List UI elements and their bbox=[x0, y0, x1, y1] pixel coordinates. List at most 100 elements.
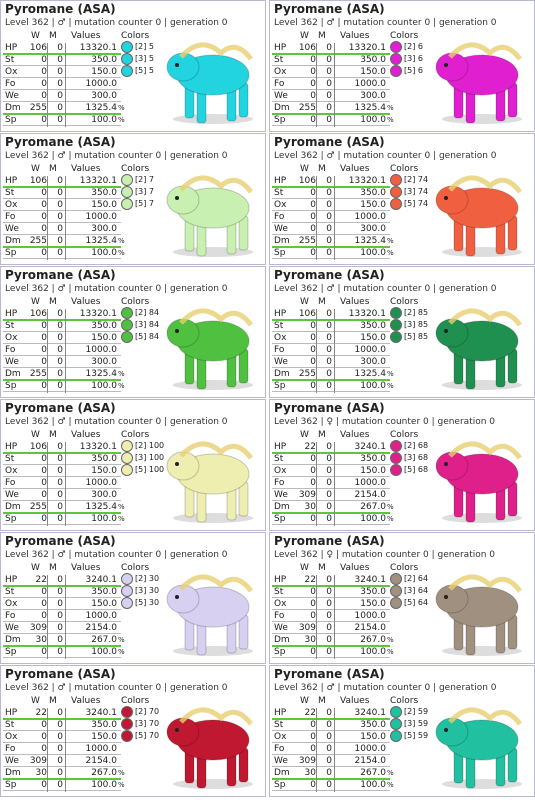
stat-m: 0 bbox=[326, 647, 332, 657]
stat-label: Ox bbox=[274, 466, 287, 476]
creature-part bbox=[175, 595, 179, 599]
stat-value: 100.0 bbox=[91, 780, 117, 790]
card-level: Level 362 | ♂ | mutation counter 0 | gen… bbox=[5, 18, 228, 28]
color-label: [2] 85 bbox=[404, 308, 429, 317]
stat-w: 0 bbox=[41, 67, 47, 77]
creature-part bbox=[448, 42, 522, 61]
creature-card: Pyromane (ASA) Level 362 | ♂ | mutation c… bbox=[0, 665, 266, 797]
color-label: [2] 64 bbox=[404, 574, 429, 583]
row-line bbox=[3, 633, 121, 634]
column-header: M bbox=[49, 297, 57, 307]
color-label: [3] 85 bbox=[404, 320, 429, 329]
row-line bbox=[272, 718, 390, 720]
column-separator bbox=[316, 176, 317, 260]
color-label: [3] 70 bbox=[135, 719, 160, 728]
stat-label: We bbox=[5, 490, 19, 500]
row-line bbox=[272, 633, 390, 634]
stat-value: 350.0 bbox=[91, 188, 117, 198]
column-header: W bbox=[300, 696, 309, 706]
column-header: W bbox=[300, 297, 309, 307]
stat-w: 0 bbox=[310, 188, 316, 198]
stat-label: Fo bbox=[5, 212, 16, 222]
stat-w: 0 bbox=[310, 248, 316, 258]
row-line bbox=[3, 379, 121, 381]
stat-m: 0 bbox=[57, 79, 63, 89]
color-swatch bbox=[390, 319, 402, 331]
stat-m: 0 bbox=[57, 635, 63, 645]
color-label: [2] 7 bbox=[135, 175, 154, 184]
stat-label: St bbox=[274, 720, 284, 730]
stat-m: 0 bbox=[57, 43, 63, 53]
color-label: [5] 30 bbox=[135, 598, 160, 607]
stat-m: 0 bbox=[326, 43, 332, 53]
stat-w: 0 bbox=[310, 79, 316, 89]
column-header: Colors bbox=[121, 164, 150, 174]
stat-value: 300.0 bbox=[360, 91, 386, 101]
stat-label: We bbox=[274, 224, 288, 234]
column-separator bbox=[334, 575, 335, 659]
stat-value: 1000.0 bbox=[354, 345, 387, 355]
stat-unit: % bbox=[387, 237, 394, 245]
stat-w: 30 bbox=[304, 768, 316, 778]
stat-m: 0 bbox=[326, 115, 332, 125]
stat-w: 30 bbox=[35, 635, 47, 645]
color-swatch bbox=[121, 331, 133, 343]
stat-w: 309 bbox=[29, 623, 47, 633]
stat-value: 13320.1 bbox=[348, 43, 386, 53]
stat-m: 0 bbox=[57, 720, 63, 730]
creature-image bbox=[166, 574, 253, 656]
row-line bbox=[272, 258, 390, 259]
stat-value: 100.0 bbox=[91, 647, 117, 657]
stat-value: 1000.0 bbox=[354, 478, 387, 488]
stat-m: 0 bbox=[326, 248, 332, 258]
color-label: [5] 64 bbox=[404, 598, 429, 607]
row-line bbox=[3, 730, 121, 731]
stat-value: 2154.0 bbox=[354, 490, 387, 500]
color-swatch bbox=[121, 41, 133, 53]
card-title: Pyromane (ASA) bbox=[274, 401, 385, 415]
column-header: Colors bbox=[390, 563, 419, 573]
stat-unit: % bbox=[118, 116, 125, 124]
stat-value: 100.0 bbox=[91, 115, 117, 125]
card-level: Level 362 | ♀ | mutation counter 0 | gen… bbox=[274, 417, 496, 427]
column-separator bbox=[47, 575, 48, 659]
row-line bbox=[3, 186, 121, 188]
row-line bbox=[272, 524, 390, 525]
stat-w: 0 bbox=[310, 466, 316, 476]
row-line bbox=[272, 585, 390, 587]
stat-m: 0 bbox=[57, 623, 63, 633]
stat-value: 267.0 bbox=[91, 768, 117, 778]
stat-value: 350.0 bbox=[360, 454, 386, 464]
column-header: Colors bbox=[390, 430, 419, 440]
card-level: Level 362 | ♂ | mutation counter 0 | gen… bbox=[274, 151, 497, 161]
color-label: [5] 100 bbox=[135, 465, 165, 474]
creature-card: Pyromane (ASA) Level 362 | ♂ | mutation c… bbox=[0, 532, 266, 664]
column-header: W bbox=[300, 563, 309, 573]
stat-unit: % bbox=[118, 636, 125, 644]
stat-value: 300.0 bbox=[91, 490, 117, 500]
stat-w: 255 bbox=[298, 103, 316, 113]
stat-m: 0 bbox=[57, 599, 63, 609]
stat-label: Fo bbox=[5, 79, 16, 89]
column-header: Values bbox=[340, 31, 370, 41]
stat-label: St bbox=[274, 188, 284, 198]
column-separator bbox=[334, 43, 335, 127]
stat-w: 0 bbox=[41, 611, 47, 621]
stat-label: HP bbox=[274, 708, 287, 718]
stat-w: 0 bbox=[41, 55, 47, 65]
stat-m: 0 bbox=[57, 442, 63, 452]
stat-label: HP bbox=[274, 176, 287, 186]
stat-m: 0 bbox=[326, 623, 332, 633]
stat-label: Ox bbox=[5, 466, 18, 476]
stat-m: 0 bbox=[326, 720, 332, 730]
stat-value: 300.0 bbox=[91, 224, 117, 234]
row-line bbox=[272, 500, 390, 501]
column-header: Colors bbox=[121, 563, 150, 573]
creature-part bbox=[175, 462, 179, 466]
row-line bbox=[272, 391, 390, 392]
stat-label: We bbox=[274, 357, 288, 367]
column-header: W bbox=[31, 297, 40, 307]
stat-label: Ox bbox=[5, 333, 18, 343]
column-header: M bbox=[318, 297, 326, 307]
stat-label: HP bbox=[274, 575, 287, 585]
